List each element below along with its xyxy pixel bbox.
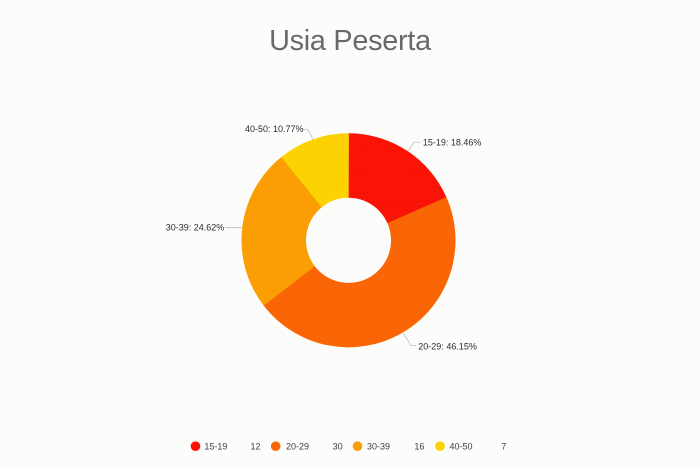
svg-text:15-19: 18.46%: 15-19: 18.46%: [423, 137, 482, 147]
svg-text:30: 30: [333, 441, 343, 451]
svg-text:30-39: 30-39: [367, 441, 390, 451]
svg-text:40-50: 40-50: [450, 441, 473, 451]
svg-text:20-29: 46.15%: 20-29: 46.15%: [418, 341, 477, 351]
svg-text:7: 7: [501, 441, 506, 451]
svg-text:Usia Peserta: Usia Peserta: [269, 25, 432, 57]
svg-text:20-29: 20-29: [286, 441, 309, 451]
svg-text:40-50: 10.77%: 40-50: 10.77%: [245, 124, 304, 134]
svg-text:16: 16: [414, 441, 424, 451]
svg-text:30-39: 24.62%: 30-39: 24.62%: [166, 223, 225, 233]
svg-text:15-19: 15-19: [204, 441, 227, 451]
svg-text:12: 12: [250, 441, 260, 451]
